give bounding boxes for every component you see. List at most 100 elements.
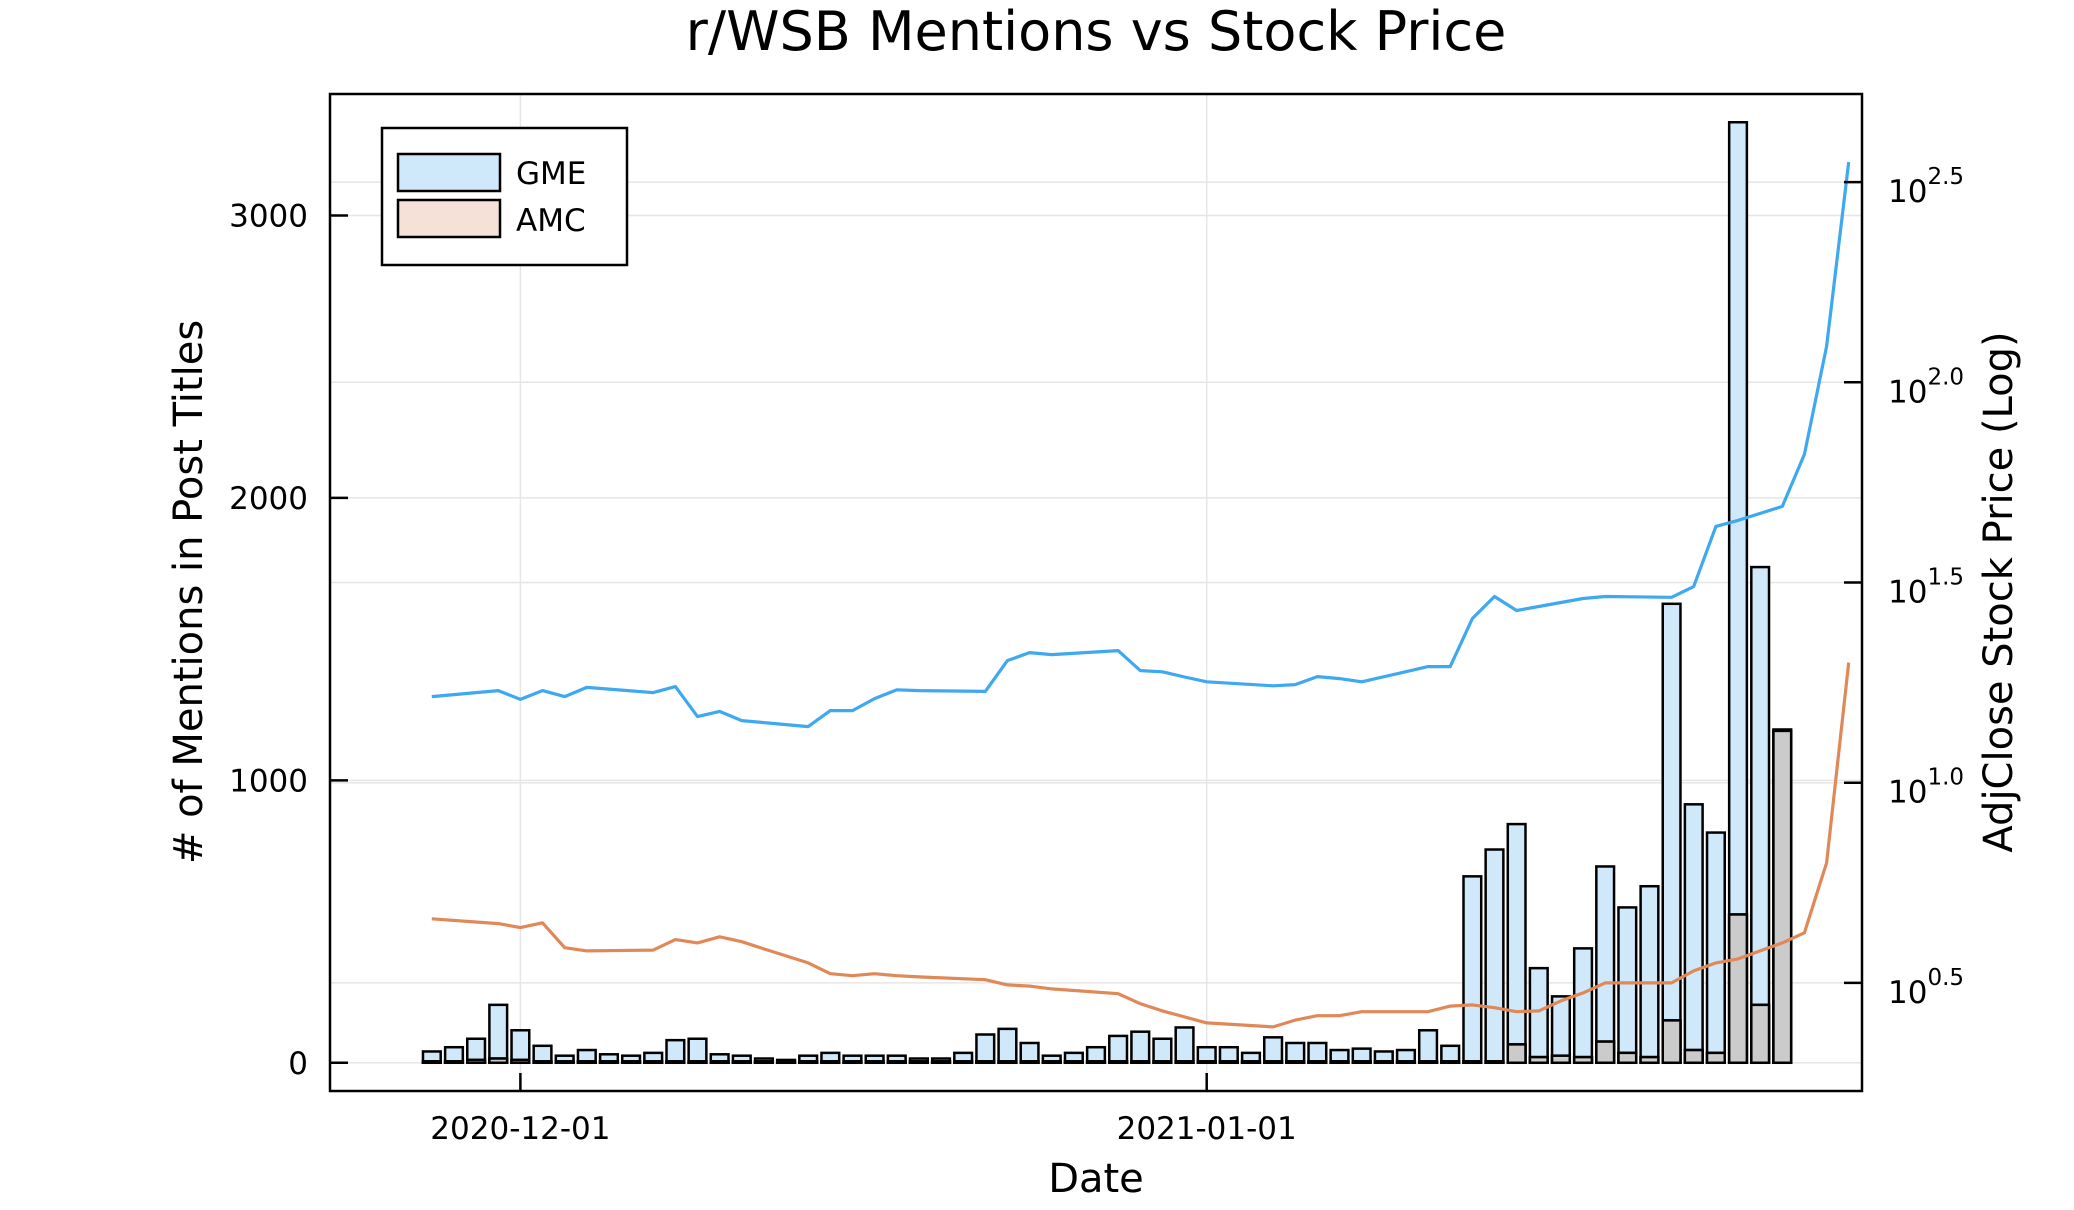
y2-tick-label: 101.5 [1888,564,1964,610]
y-tick-label: 3000 [229,198,308,234]
y-tick-label: 1000 [229,763,308,799]
legend-swatch-gme [396,152,502,193]
bar-overlap [820,1060,841,1065]
y2-axis-label: AdjClose Stock Price (Log) [1976,331,2022,852]
bar-gme [1683,803,1704,1065]
bar-overlap [1550,1054,1572,1065]
bar-overlap [598,1060,620,1065]
bar-overlap [1196,1060,1217,1065]
bar-overlap [1041,1060,1062,1065]
bar-gme [1550,995,1572,1065]
bar-overlap [1240,1060,1262,1065]
bar-gme [687,1037,708,1065]
bar-overlap [709,1060,730,1065]
bar-overlap [1661,1019,1682,1065]
bar-overlap [1307,1060,1328,1065]
y2-tick-label: 102.0 [1888,364,1964,410]
plot-frame [328,92,1864,1093]
bar-overlap [953,1060,974,1065]
bar-overlap [421,1060,442,1065]
bar-layer [421,120,1793,1065]
bar-overlap [1462,1060,1483,1065]
bar-overlap [1019,1060,1040,1065]
grid-layer [330,94,1862,1091]
legend-swatch-amc [396,198,502,239]
bar-gme [1152,1037,1173,1065]
bar-overlap [1085,1060,1107,1065]
bar-gme [1484,848,1505,1065]
bar-overlap [665,1060,686,1065]
bar-overlap [1174,1060,1195,1065]
bar-overlap [1727,913,1749,1065]
bar-overlap [798,1060,819,1065]
bar-overlap [1572,1055,1594,1065]
bar-overlap [1395,1060,1417,1065]
bar-overlap [775,1060,797,1065]
bar-overlap [532,1060,553,1065]
axis-layer: 0 1000 2000 3000 100.5 101.0 101.5 102.0 102.5 20… [229,164,1964,1147]
x-tick-label: 2021-01-01 [1117,1111,1297,1147]
legend-label-amc: AMC [516,203,586,239]
bar-gme [1528,966,1549,1065]
bar-gme [1750,565,1771,1065]
bar-overlap [1218,1060,1239,1065]
bar-overlap [930,1060,952,1065]
bar-overlap [620,1060,642,1065]
y2-tick-label: 102.5 [1888,164,1964,210]
bar-overlap [975,1060,996,1065]
y2-tick-label: 101.0 [1888,765,1964,811]
bar-overlap [753,1060,775,1065]
bar-overlap [997,1060,1018,1065]
bar-overlap [1329,1060,1350,1065]
legend-label-gme: GME [516,156,586,192]
bar-overlap [1772,729,1793,1065]
bar-gme [1661,602,1682,1065]
y-tick-label: 0 [288,1046,308,1082]
legend-box [380,126,629,267]
bar-overlap [1750,1003,1771,1065]
bar-gme [1639,884,1660,1065]
bar-gme [1285,1041,1306,1065]
bar-overlap [510,1058,531,1065]
bar-overlap [488,1057,509,1065]
bar-overlap [443,1060,465,1065]
bar-overlap [1639,1055,1660,1065]
bar-gme [1307,1041,1328,1065]
y-tick-label: 2000 [229,481,308,517]
bar-overlap [1351,1060,1372,1065]
bar-overlap [1373,1060,1394,1065]
bar-gme [1572,947,1594,1065]
bar-gme [488,1003,509,1065]
bar-gme [1174,1026,1195,1065]
bar-overlap [1417,1060,1439,1065]
line-layer [431,161,1851,1029]
bar-gme [1506,822,1527,1065]
bar-overlap [1617,1051,1638,1065]
bar-overlap [1263,1060,1284,1065]
bar-overlap [554,1060,575,1065]
bar-overlap [1595,1040,1616,1065]
bar-overlap [1285,1060,1306,1065]
bar-gme [1617,906,1638,1065]
bar-gme [1462,875,1483,1065]
bar-gme [1705,831,1726,1065]
bar-overlap [1152,1060,1173,1065]
bar-overlap [731,1060,752,1065]
bar-overlap [1506,1043,1527,1065]
x-tick-label: 2020-12-01 [430,1111,610,1147]
bar-gme [1417,1029,1439,1065]
bar-overlap [886,1060,907,1065]
bar-overlap [466,1058,487,1065]
bar-overlap [1528,1055,1549,1065]
bar-overlap [576,1060,597,1065]
y-axis-label: # of Mentions in Post Titles [166,320,212,864]
bar-overlap [1683,1048,1704,1065]
bar-overlap [1705,1051,1726,1065]
bar-gme [1019,1041,1040,1065]
bar-overlap [908,1060,929,1065]
x-axis-label: Date [1048,1156,1144,1202]
bar-overlap [842,1060,863,1065]
bar-gme [1595,865,1616,1065]
y2-tick-label: 100.5 [1888,965,1964,1011]
bar-overlap [1108,1060,1129,1065]
